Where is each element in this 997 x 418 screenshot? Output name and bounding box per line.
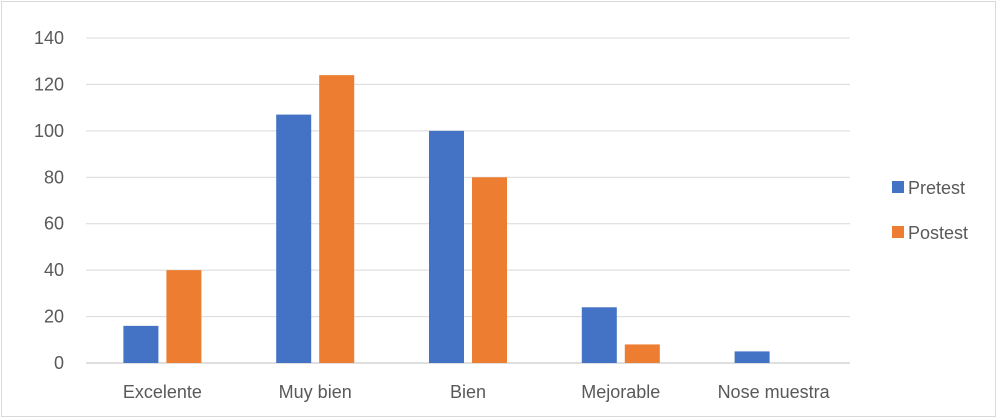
y-tick-label: 80 [44,167,64,187]
bar-postest-muy-bien [319,75,355,364]
x-axis-ticks: Excelente Muy bien Bien Mejorable Nose muest… [123,382,831,402]
bar-postest-mejorable [624,344,660,363]
x-tick-label: Mejorable [581,382,660,402]
bars [123,75,770,364]
bar-pretest-nose-muestra [734,351,770,363]
y-tick-label: 40 [44,260,64,280]
legend-swatch-postest [892,226,904,238]
bar-pretest-bien [429,130,464,363]
y-tick-label: 120 [34,74,64,94]
y-tick-label: 20 [44,307,64,327]
y-tick-label: 100 [34,121,64,141]
bar-pretest-excelente [123,325,159,363]
x-tick-label: Nose muestra [718,382,831,402]
gridlines [86,37,850,364]
legend-label-postest: Postest [908,223,968,243]
bar-postest-excelente [166,270,202,363]
bar-pretest-mejorable [581,307,617,363]
x-tick-label: Excelente [123,382,202,402]
y-tick-label: 60 [44,214,64,234]
legend: Pretest Postest [892,178,968,243]
bar-postest-bien [472,177,507,363]
bar-pretest-muy-bien [276,114,312,363]
y-tick-label: 0 [54,353,64,373]
x-tick-label: Muy bien [279,382,352,402]
legend-swatch-pretest [892,181,904,193]
x-tick-label: Bien [450,382,486,402]
y-axis-ticks: 0 20 40 60 80 100 120 140 [34,28,64,373]
y-tick-label: 140 [34,28,64,48]
legend-label-pretest: Pretest [908,178,965,198]
